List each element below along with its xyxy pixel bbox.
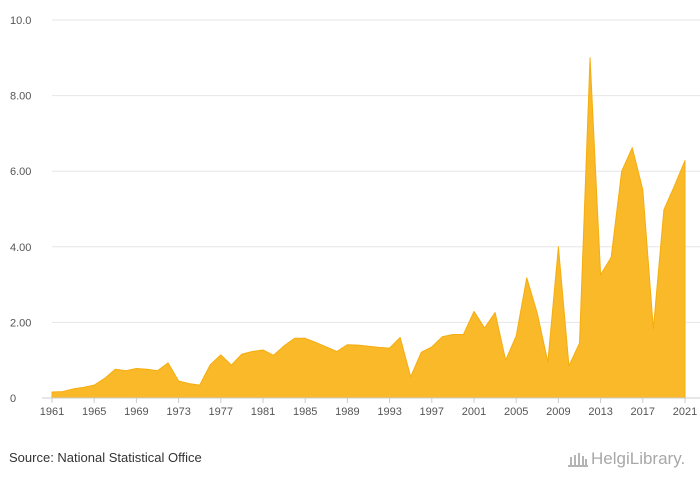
x-tick-label: 1997 <box>420 406 444 418</box>
x-tick-label: 2017 <box>631 406 655 418</box>
y-tick-label: 10.0 <box>10 15 31 27</box>
x-tick-label: 1985 <box>293 406 317 418</box>
x-tick-label: 2013 <box>588 406 612 418</box>
x-tick-label: 1973 <box>166 406 190 418</box>
y-tick-label: 2.00 <box>10 317 31 329</box>
y-tick-label: 8.00 <box>10 91 31 103</box>
area-fill <box>51 57 686 399</box>
x-tick-label: 1989 <box>335 406 359 418</box>
library-building-icon <box>567 450 589 468</box>
y-tick-label: 4.00 <box>10 242 31 254</box>
x-tick-label: 1965 <box>82 406 106 418</box>
x-axis: 1961 1965 1969 1973 1977 1981 1985 1989 1993 1997… <box>40 397 700 418</box>
x-tick-label: 1981 <box>251 406 275 418</box>
x-tick-label: 2001 <box>462 406 486 418</box>
x-tick-label: 2009 <box>546 406 570 418</box>
y-axis-labels: 0 2.00 4.00 6.00 8.00 10.0 <box>10 15 31 405</box>
x-tick-label: 1977 <box>209 406 233 418</box>
logo-text: HelgiLibrary. <box>591 449 686 468</box>
helgi-library-logo[interactable]: HelgiLibrary. <box>567 448 685 470</box>
y-tick-label: 6.00 <box>10 166 31 178</box>
x-tick-label: 2005 <box>504 406 528 418</box>
x-tick-label: 1969 <box>124 406 148 418</box>
y-tick-label: 0 <box>10 393 16 405</box>
area-series <box>51 57 686 399</box>
source-note: Source: National Statistical Office <box>9 450 202 465</box>
x-tick-label: 1961 <box>40 406 64 418</box>
x-tick-label: 1993 <box>377 406 401 418</box>
x-tick-label: 2021 <box>673 406 697 418</box>
